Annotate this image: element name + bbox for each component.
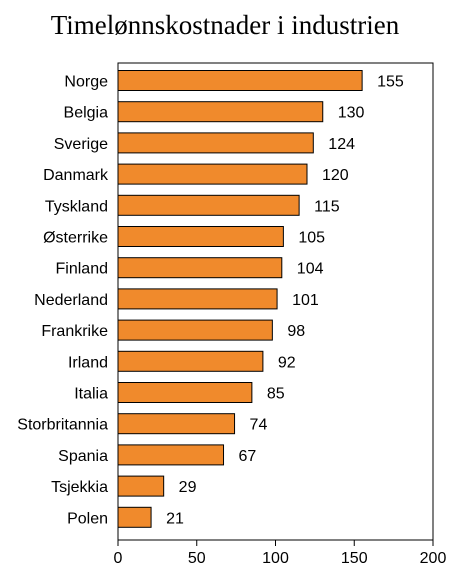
x-tick-label-100: 100 [262,550,289,567]
value-label-frankrike: 98 [287,323,305,340]
bar-tyskland [117,194,300,216]
category-label-belgia: Belgia [64,105,109,122]
bar-spania [117,444,225,466]
category-label-storbritannia: Storbritannia [17,417,108,434]
bar-osterrike [117,226,284,247]
bar-sverige [117,132,314,154]
value-label-polen: 21 [166,510,184,527]
value-label-spania: 67 [239,448,257,465]
value-label-storbritannia: 74 [250,417,268,434]
x-tick-label-50: 50 [188,550,206,567]
category-label-italia: Italia [74,386,108,403]
value-label-norge: 155 [377,74,404,91]
value-label-irland: 92 [278,354,296,371]
value-label-finland: 104 [297,261,324,278]
category-label-sverige: Sverige [54,136,108,153]
category-label-finland: Finland [56,261,108,278]
category-label-tsjekkia: Tsjekkia [51,479,108,496]
chart-title: Timelønnskostnader i industrien [50,10,400,40]
value-label-sverige: 124 [328,136,355,153]
category-label-nederland: Nederland [34,292,108,309]
bar-storbritannia [117,413,236,435]
category-label-tyskland: Tyskland [45,198,108,215]
category-label-norge: Norge [64,74,108,91]
value-label-tsjekkia: 29 [179,479,197,496]
value-label-danmark: 120 [322,167,349,184]
bar-irland [117,350,264,372]
bar-nederland [117,288,278,310]
bar-tsjekkia [117,475,165,497]
bar-frankrike [117,319,273,341]
bar-danmark [117,163,308,185]
value-label-tyskland: 115 [314,198,340,215]
x-tick-label-200: 200 [420,550,447,567]
category-label-frankrike: Frankrike [41,323,108,340]
value-label-nederland: 101 [292,292,319,309]
category-label-polen: Polen [67,510,108,527]
x-tick-label-0: 0 [114,550,123,567]
bar-finland [117,257,283,279]
category-label-irland: Irland [68,354,108,371]
category-label-osterrike: Østerrike [43,230,108,247]
value-label-osterrike: 105 [298,230,325,247]
category-label-danmark: Danmark [43,167,109,184]
bar-italia [117,382,253,403]
bar-norge [117,70,363,91]
category-label-spania: Spania [58,448,108,465]
value-label-belgia: 130 [338,105,365,122]
bar-belgia [117,101,324,123]
value-label-italia: 85 [267,386,285,403]
x-tick-label-150: 150 [341,550,368,567]
bar-polen [117,506,152,528]
